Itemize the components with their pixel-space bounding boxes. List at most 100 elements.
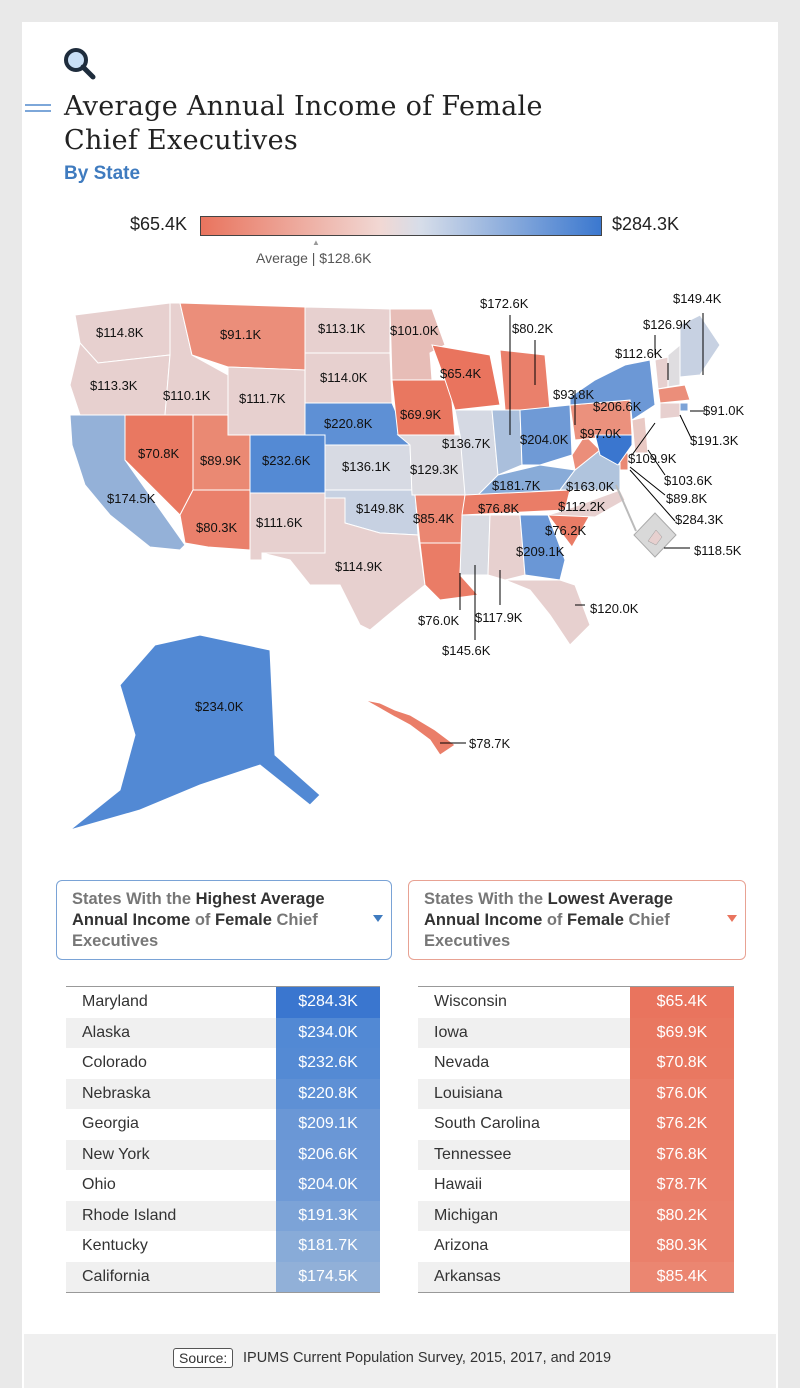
legend-min-label: $65.4K xyxy=(130,214,188,234)
table-row: Michigan $80.2K xyxy=(418,1200,734,1231)
income-value: $191.3K xyxy=(276,1200,380,1231)
state-value-label: $117.9K xyxy=(475,610,523,625)
state-value-label: $114.8K xyxy=(96,325,144,340)
page-title: Average Annual Income of Female Chief Ex… xyxy=(64,91,543,156)
state-value-label: $78.7K xyxy=(469,736,511,751)
income-value: $76.0K xyxy=(630,1078,734,1109)
state-value-label: $232.6K xyxy=(262,453,311,468)
table-row: Kentucky $181.7K xyxy=(66,1231,380,1262)
table-row: Colorado $232.6K xyxy=(66,1048,380,1079)
lowest-table: Wisconsin $65.4K Iowa $69.9K Nevada $70.8K Lou… xyxy=(418,986,734,1293)
state-name: Arkansas xyxy=(434,1267,501,1285)
state-alaska xyxy=(69,634,321,831)
state-name: New York xyxy=(82,1145,150,1163)
income-value: $78.7K xyxy=(630,1170,734,1201)
state-name: Hawaii xyxy=(434,1176,483,1194)
table-row: Ohio $204.0K xyxy=(66,1170,380,1201)
state-new-jersey xyxy=(631,416,649,454)
state-name: Iowa xyxy=(434,1023,468,1041)
income-value: $232.6K xyxy=(276,1048,380,1079)
table-row: Louisiana $76.0K xyxy=(418,1078,734,1109)
state-florida xyxy=(504,579,591,646)
us-map-svg xyxy=(69,302,721,831)
state-georgia xyxy=(519,514,566,581)
state-vermont xyxy=(654,356,669,390)
table-row: South Carolina $76.2K xyxy=(418,1109,734,1140)
legend-max-label: $284.3K xyxy=(612,214,680,234)
search-icon[interactable] xyxy=(62,46,96,80)
state-massachusetts xyxy=(657,384,691,404)
state-value-label: $91.1K xyxy=(220,327,262,342)
state-value-label: $284.3K xyxy=(675,512,724,527)
state-value-label: $91.0K xyxy=(703,403,745,418)
state-value-label: $163.0K xyxy=(566,479,615,494)
state-rhode-island xyxy=(679,402,689,412)
state-name: Arizona xyxy=(434,1237,489,1255)
table-row: Tennessee $76.8K xyxy=(418,1139,734,1170)
state-name: Louisiana xyxy=(434,1084,503,1102)
highest-table: Maryland $284.3K Alaska $234.0K Colorado $232… xyxy=(66,986,380,1293)
table-row: California $174.5K xyxy=(66,1261,380,1292)
state-value-label: $113.1K xyxy=(318,321,366,336)
state-name: Kentucky xyxy=(82,1237,148,1255)
income-value: $174.5K xyxy=(276,1261,380,1292)
state-ohio xyxy=(519,404,573,466)
state-value-label: $89.9K xyxy=(200,453,242,468)
state-value-label: $111.6K xyxy=(256,515,303,530)
state-value-label: $234.0K xyxy=(195,699,244,714)
chevron-down-icon[interactable] xyxy=(373,915,383,922)
state-name: Nebraska xyxy=(82,1084,151,1102)
state-value-label: $111.7K xyxy=(239,391,286,406)
lowest-dropdown[interactable]: States With the Lowest Average Annual In… xyxy=(408,880,746,960)
table-row: Wisconsin $65.4K xyxy=(418,987,734,1018)
state-new-hampshire xyxy=(667,343,681,388)
state-name: Colorado xyxy=(82,1054,147,1072)
state-wisconsin xyxy=(431,344,501,411)
state-name: California xyxy=(82,1267,150,1285)
highest-heading: States With the Highest Average Annual I… xyxy=(72,890,325,950)
state-value-label: $112.2K xyxy=(558,499,606,514)
source-label: Source: xyxy=(173,1348,234,1368)
state-hawaii xyxy=(364,699,456,756)
income-value: $181.7K xyxy=(276,1231,380,1262)
income-value: $80.3K xyxy=(630,1231,734,1262)
income-value: $209.1K xyxy=(276,1109,380,1140)
income-value: $80.2K xyxy=(630,1200,734,1231)
state-new-york xyxy=(569,359,656,421)
state-name: Rhode Island xyxy=(82,1206,177,1224)
table-row: Iowa $69.9K xyxy=(418,1017,734,1048)
state-value-label: $112.6K xyxy=(615,346,663,361)
income-value: $284.3K xyxy=(276,987,380,1018)
state-value-label: $70.8K xyxy=(138,446,180,461)
state-minnesota xyxy=(389,308,446,381)
income-value: $204.0K xyxy=(276,1170,380,1201)
menu-icon[interactable] xyxy=(25,104,51,116)
state-value-label: $76.8K xyxy=(478,501,520,516)
legend-gradient-bar xyxy=(200,216,602,236)
state-name: Georgia xyxy=(82,1115,139,1133)
label-leaders xyxy=(440,313,705,744)
income-value: $220.8K xyxy=(276,1078,380,1109)
state-value-label: $101.0K xyxy=(390,323,439,338)
state-value-label: $149.8K xyxy=(356,501,405,516)
table-row: Rhode Island $191.3K xyxy=(66,1200,380,1231)
state-value-label: $80.2K xyxy=(512,321,554,336)
highest-dropdown[interactable]: States With the Highest Average Annual I… xyxy=(56,880,392,960)
state-name: Nevada xyxy=(434,1054,490,1072)
us-map: $114.8K $113.3K $174.5K $110.1K $70.8K $89.9K… xyxy=(0,285,800,835)
state-value-label: $118.5K xyxy=(694,543,742,558)
footer xyxy=(24,1334,776,1388)
income-value: $234.0K xyxy=(276,1017,380,1048)
chevron-down-icon[interactable] xyxy=(727,915,737,922)
state-value-label: $149.4K xyxy=(673,291,722,306)
income-value: $69.9K xyxy=(630,1017,734,1048)
state-value-label: $109.9K xyxy=(628,451,677,466)
table-row: Georgia $209.1K xyxy=(66,1109,380,1140)
state-name: Wisconsin xyxy=(434,993,507,1011)
state-value-label: $181.7K xyxy=(492,478,541,493)
state-name: Maryland xyxy=(82,993,148,1011)
state-value-label: $69.9K xyxy=(400,407,442,422)
table-row: Hawaii $78.7K xyxy=(418,1170,734,1201)
state-value-label: $191.3K xyxy=(690,433,739,448)
state-value-label: $113.3K xyxy=(90,378,138,393)
